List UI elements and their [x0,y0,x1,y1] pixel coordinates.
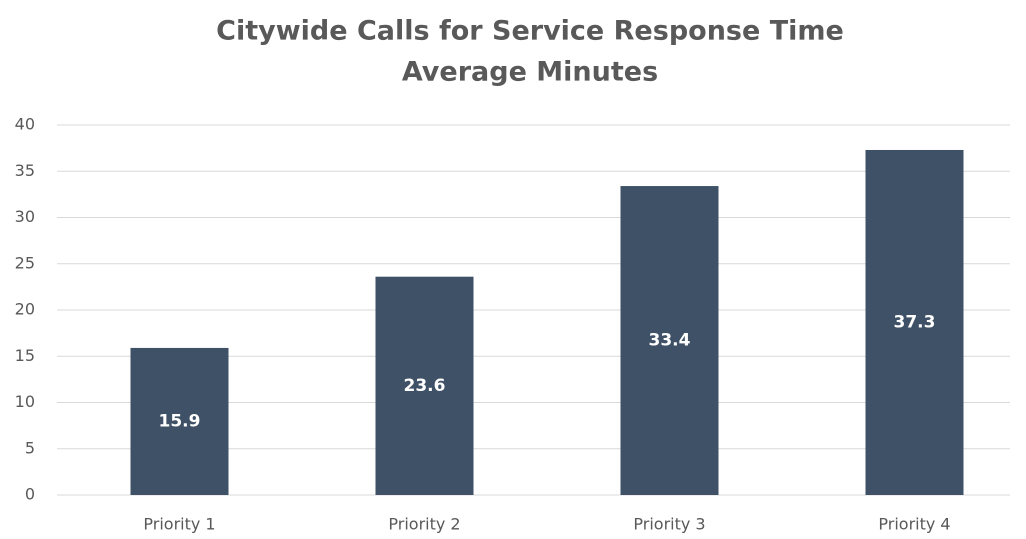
value-label: 15.9 [159,411,201,431]
chart-subtitle: Average Minutes [402,57,658,88]
value-label: 23.6 [404,376,446,396]
y-tick-label: 5 [25,438,35,457]
x-tick-label: Priority 2 [388,515,460,534]
y-tick-label: 0 [25,485,35,504]
y-tick-label: 40 [15,115,35,134]
bar [620,186,719,496]
chart-title: Citywide Calls for Service Response Time [216,16,844,47]
y-tick-label: 20 [15,300,35,319]
y-tick-label: 10 [15,392,35,411]
x-tick-label: Priority 4 [878,515,950,534]
value-label: 33.4 [649,331,691,351]
y-tick-label: 15 [15,346,35,365]
y-tick-label: 30 [15,207,35,226]
value-label: 37.3 [894,312,936,332]
y-tick-label: 25 [15,253,35,272]
bar [375,276,474,495]
x-tick-label: Priority 1 [143,515,215,534]
x-tick-label: Priority 3 [633,515,705,534]
y-tick-label: 35 [15,161,35,180]
bar [130,347,229,495]
bar [865,149,964,495]
